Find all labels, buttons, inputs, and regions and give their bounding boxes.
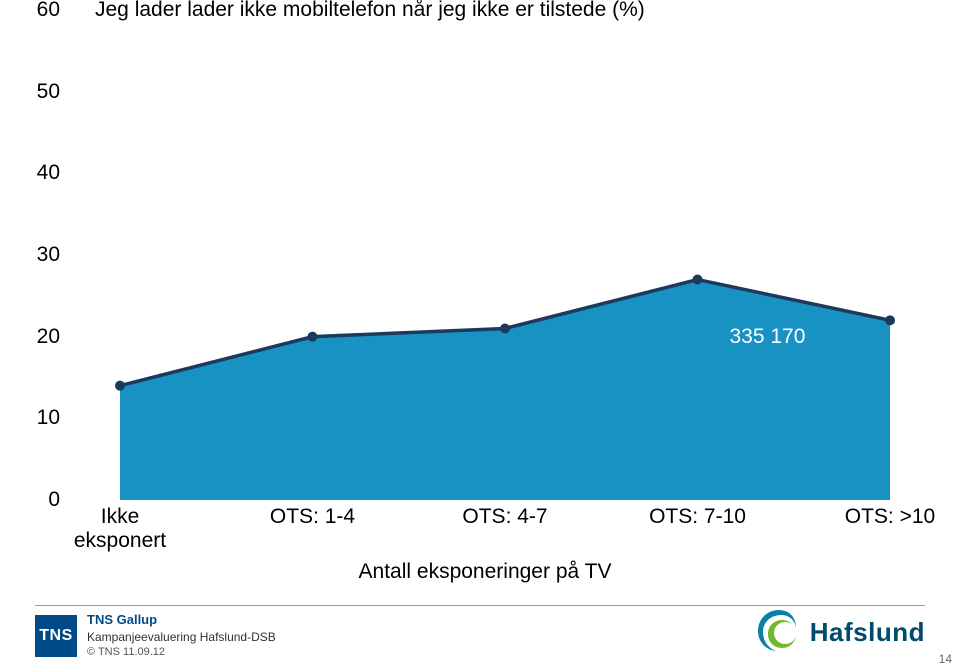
area-chart-svg [70,10,940,500]
chart-annotation: 335 170 [730,325,806,349]
hafslund-logo: Hafslund [754,607,925,657]
y-tick-label: 40 [20,161,60,185]
footer-brand: TNS Gallup [87,611,276,629]
x-tick-label: Ikkeeksponert [74,505,166,553]
x-tick-label: OTS: 4-7 [462,505,547,529]
x-axis-title: Antall eksponeringer på TV [50,560,920,584]
y-tick-label: 50 [20,80,60,104]
plot-area: 335 170 [70,10,940,500]
y-tick-label: 30 [20,243,60,267]
footer-copyright: © TNS 11.09.12 [87,645,276,660]
y-tick-label: 60 [20,0,60,22]
footer-text-block: TNS Gallup Kampanjeevaluering Hafslund-D… [87,611,276,660]
y-tick-label: 10 [20,406,60,430]
x-axis-labels: Ikkeeksponert OTS: 1-4 OTS: 4-7 OTS: 7-10 OT… [70,505,940,555]
y-tick-label: 0 [20,488,60,512]
footer-left: TNS TNS Gallup Kampanjeevaluering Hafslu… [35,611,276,660]
y-tick-label: 20 [20,325,60,349]
footer: TNS TNS Gallup Kampanjeevaluering Hafslu… [0,605,960,670]
footer-divider [35,605,925,606]
tns-logo: TNS [35,615,77,657]
x-tick-label: OTS: >10 [845,505,935,529]
chart-container: Jeg lader lader ikke mobiltelefon når je… [20,0,940,560]
footer-subtitle: Kampanjeevaluering Hafslund-DSB [87,629,276,645]
hafslund-swirl-icon [754,607,804,657]
page-number: 14 [939,652,952,666]
x-tick-label: OTS: 1-4 [270,505,355,529]
hafslund-text: Hafslund [810,617,925,648]
x-tick-label: OTS: 7-10 [649,505,746,529]
